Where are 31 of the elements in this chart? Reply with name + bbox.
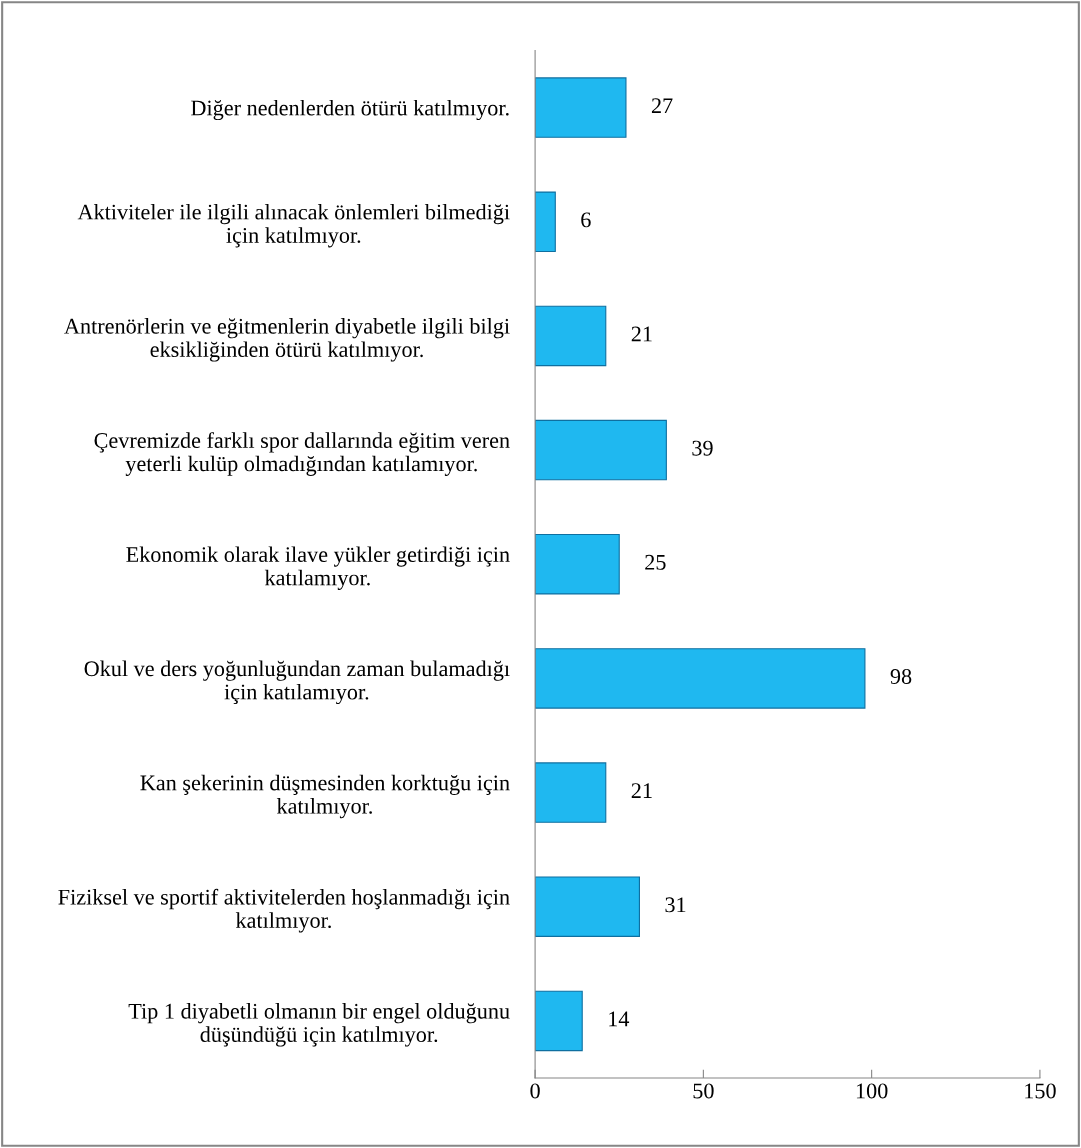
x-tick-label: 150 xyxy=(1025,1083,1056,1099)
y-tick-label: Okul ve ders yoğunluğundan zaman bulamadığı için katılamıyor. xyxy=(84,660,510,705)
bar xyxy=(535,305,607,367)
y-tick-label: Fiziksel ve sportif aktivitelerden hoşlanmadığı için katılmıyor. xyxy=(58,888,510,933)
bar xyxy=(535,534,620,595)
bar xyxy=(535,77,627,138)
x-tick-label: 0 xyxy=(530,1083,540,1099)
bar xyxy=(535,990,583,1052)
data-label: 21 xyxy=(631,783,652,798)
data-label: 14 xyxy=(609,1011,630,1027)
bar xyxy=(535,191,556,252)
data-label: 31 xyxy=(665,897,686,913)
data-label: 6 xyxy=(581,212,591,228)
y-tick-label: Aktiviteler ile ilgili alınacak önlemleri bilmediği için katılmıyor. xyxy=(77,203,510,248)
data-label: 21 xyxy=(631,326,652,342)
y-tick-label: Diğer nedenlerden ötürü katılmıyor. xyxy=(191,99,509,121)
bar xyxy=(535,762,607,823)
data-label: 98 xyxy=(890,668,912,684)
data-label: 39 xyxy=(692,440,713,456)
bar xyxy=(535,876,640,937)
y-tick-label: Çevremizde farklı spor dallarında eğitim veren yeterli kulüp olmadığından katılamıyor. xyxy=(94,432,510,476)
y-tick-label: Kan şekerinin düşmesinden korktuğu için katılmıyor. xyxy=(140,774,510,819)
bar xyxy=(535,648,866,709)
data-label: 27 xyxy=(651,98,673,113)
y-tick-label: Tip 1 diyabetli olmanın bir engel olduğunu düşündüğü için katılmıyor. xyxy=(128,1003,510,1047)
x-tick-label: 100 xyxy=(856,1083,888,1099)
bar xyxy=(535,419,667,481)
y-tick-label: Ekonomik olarak ilave yükler getirdiği için katılamıyor. xyxy=(126,546,510,590)
x-tick-label: 50 xyxy=(693,1083,714,1099)
data-label: 25 xyxy=(645,554,666,570)
y-tick-label: Antrenörlerin ve eğitmenlerin diyabetle ilgili bilgi eksikliğinden ötürü katılmıyor. xyxy=(64,318,510,362)
